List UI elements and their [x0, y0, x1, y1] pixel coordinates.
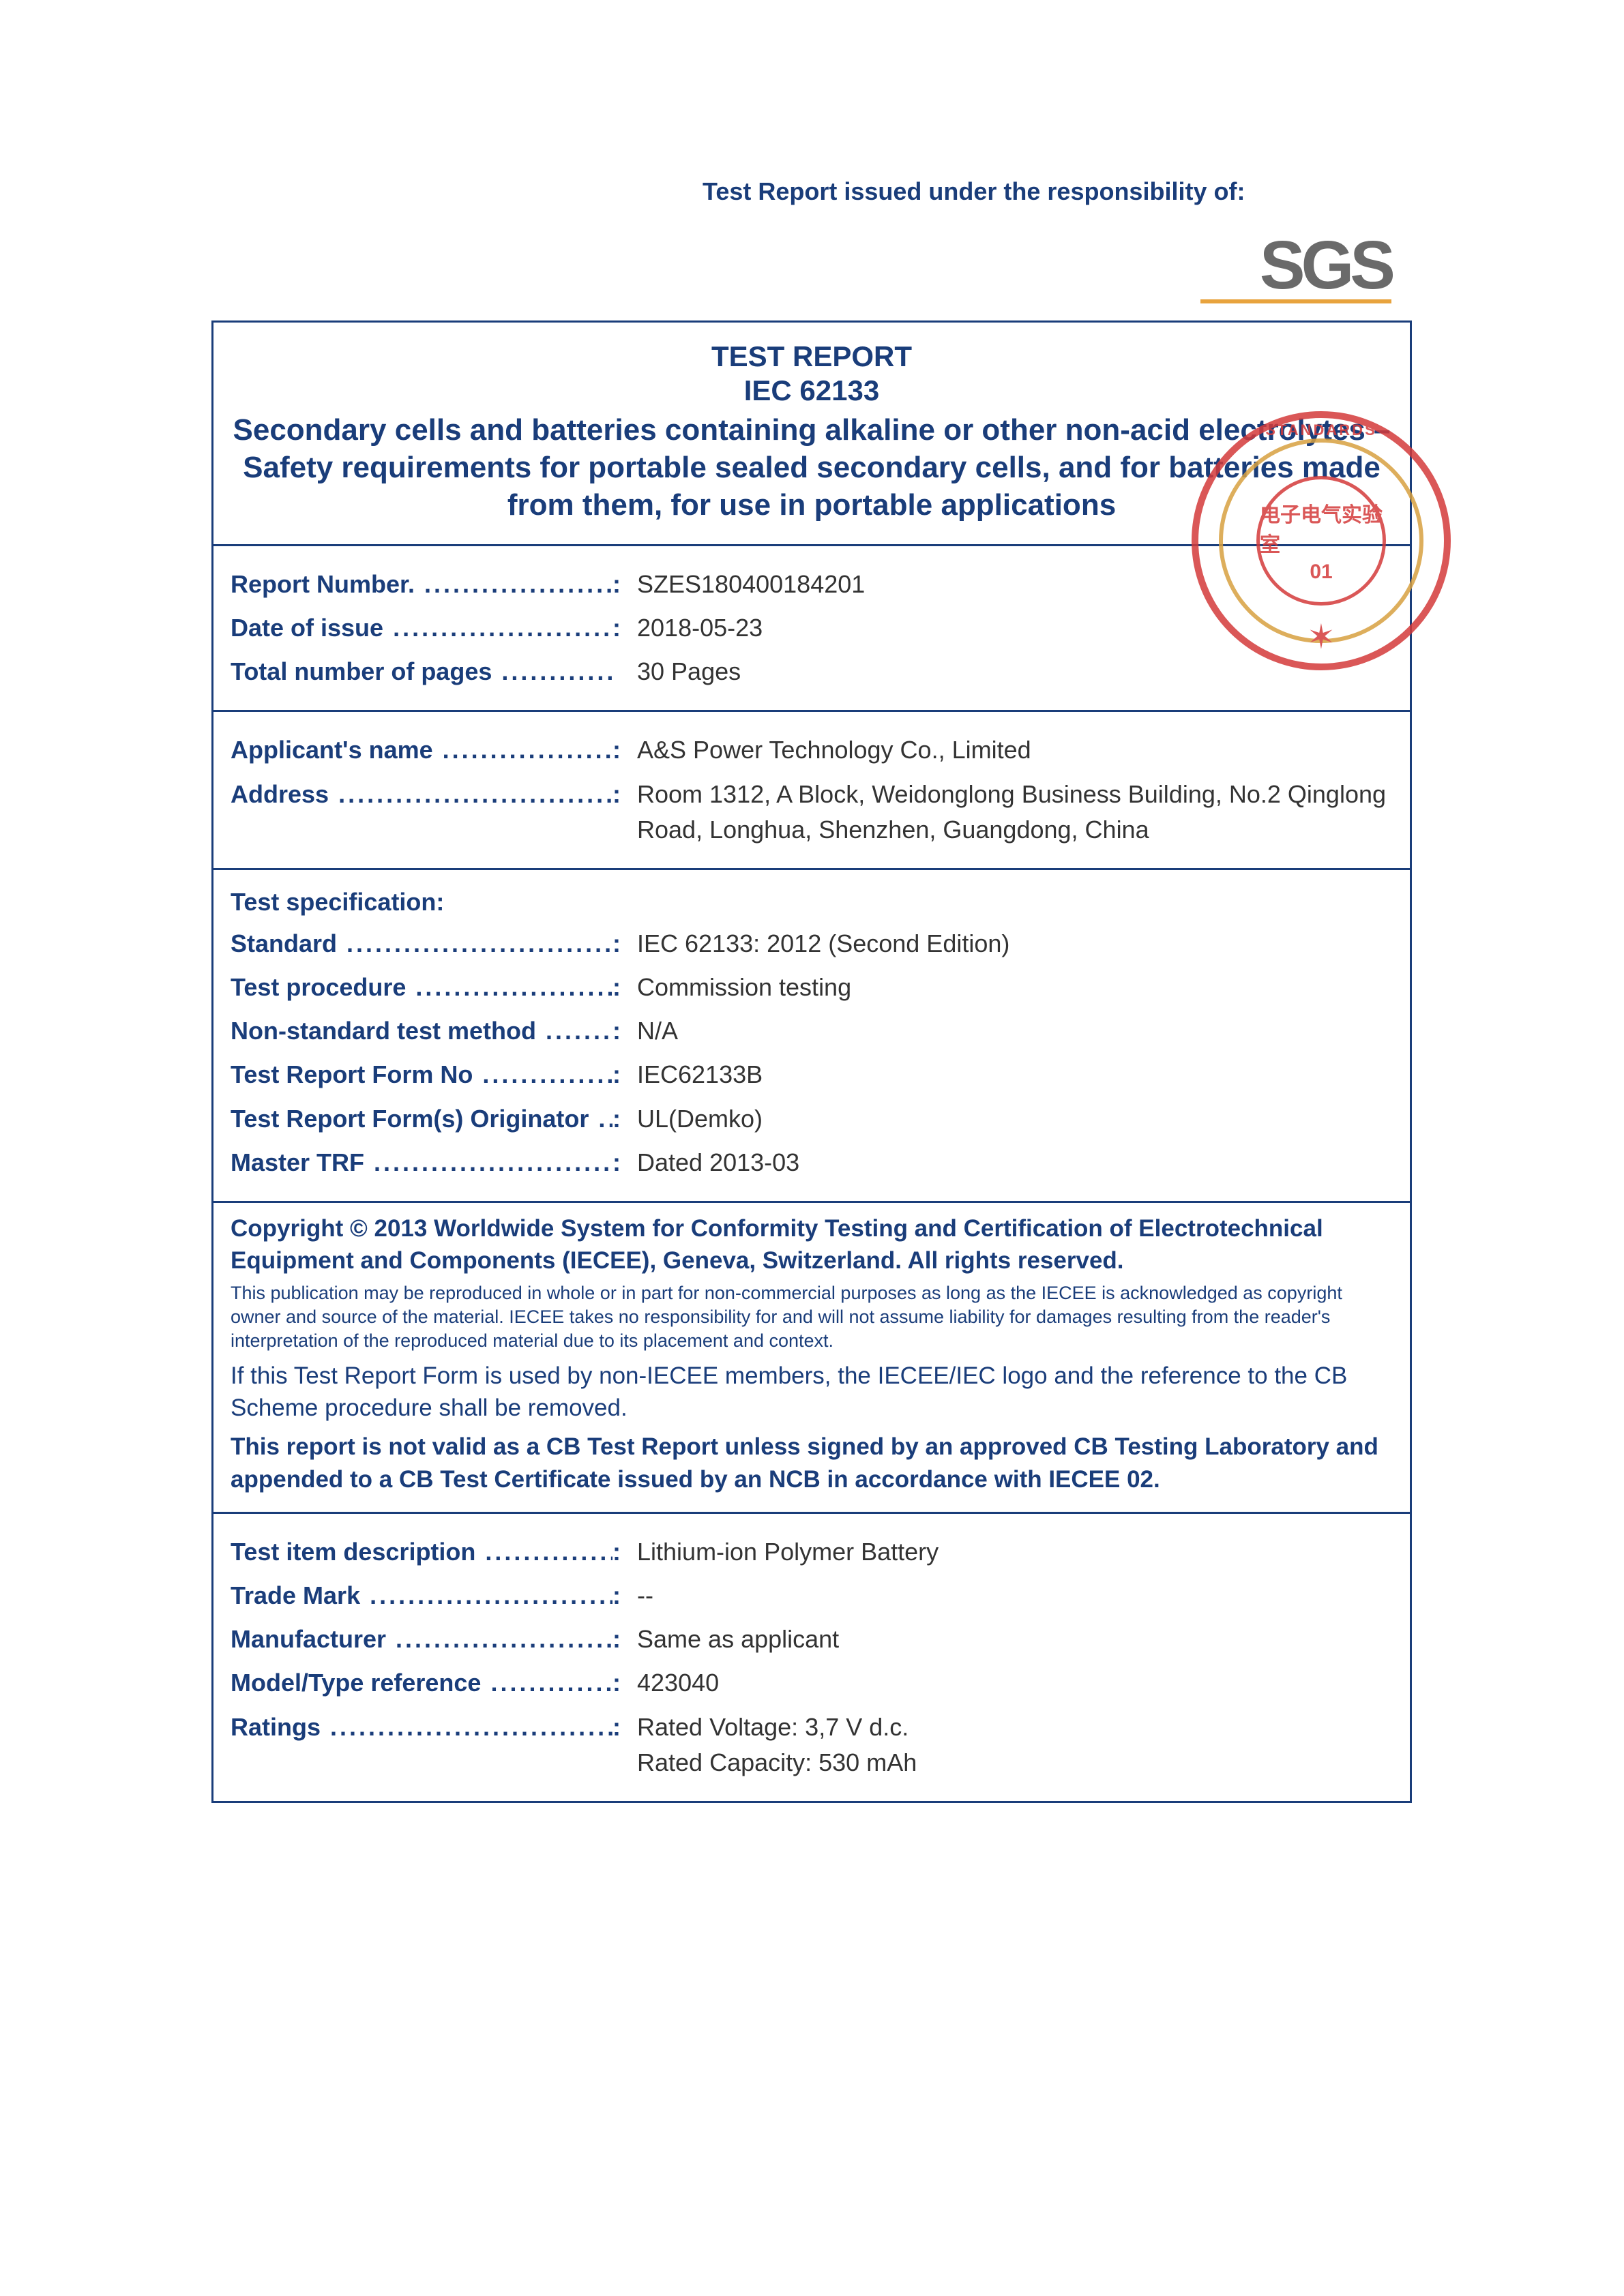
label-ratings: Ratings	[231, 1710, 612, 1745]
row-ratings: Ratings : Rated Voltage: 3,7 V d.c. Rate…	[231, 1710, 1393, 1780]
logo-text: SGS	[1200, 226, 1391, 305]
label-mfr: Manufacturer	[231, 1622, 612, 1657]
value-originator: UL(Demko)	[633, 1101, 1393, 1137]
label-date: Date of issue	[231, 610, 612, 646]
label-model: Model/Type reference	[231, 1665, 612, 1701]
row-originator: Test Report Form(s) Originator : UL(Demk…	[231, 1101, 1393, 1137]
label-trade: Trade Mark	[231, 1578, 612, 1613]
value-applicant-name: A&S Power Technology Co., Limited	[633, 732, 1393, 768]
row-nonstd: Non-standard test method : N/A	[231, 1013, 1393, 1049]
report-info-section: Report Number. : SZES180400184201 Date o…	[213, 546, 1410, 713]
label-pages: Total number of pages	[231, 654, 612, 689]
row-trade: Trade Mark : --	[231, 1578, 1393, 1613]
copyright-line2: This publication may be reproduced in wh…	[231, 1281, 1393, 1353]
row-address: Address : Room 1312, A Block, Weidonglon…	[231, 777, 1393, 848]
value-model: 423040	[633, 1665, 1393, 1701]
row-model: Model/Type reference : 423040	[231, 1665, 1393, 1701]
label-item-desc: Test item description	[231, 1534, 612, 1570]
value-form-no: IEC62133B	[633, 1057, 1393, 1092]
row-procedure: Test procedure : Commission testing	[231, 970, 1393, 1005]
row-report-number: Report Number. : SZES180400184201	[231, 567, 1393, 602]
label-procedure: Test procedure	[231, 970, 612, 1005]
title-section: TEST REPORT IEC 62133 Secondary cells an…	[213, 323, 1410, 546]
logo-container: SGS	[211, 226, 1412, 303]
value-ratings: Rated Voltage: 3,7 V d.c. Rated Capacity…	[633, 1710, 1393, 1780]
row-form-no: Test Report Form No : IEC62133B	[231, 1057, 1393, 1092]
ratings-voltage: Rated Voltage: 3,7 V d.c.	[637, 1710, 1393, 1745]
item-section: Test item description : Lithium-ion Poly…	[213, 1514, 1410, 1801]
ratings-capacity: Rated Capacity: 530 mAh	[637, 1745, 1393, 1780]
value-pages: 30 Pages	[633, 654, 1393, 689]
sgs-logo: SGS	[1200, 226, 1391, 303]
value-date: 2018-05-23	[633, 610, 1393, 646]
row-item-desc: Test item description : Lithium-ion Poly…	[231, 1534, 1393, 1570]
value-procedure: Commission testing	[633, 970, 1393, 1005]
value-trade: --	[633, 1578, 1393, 1613]
value-standard: IEC 62133: 2012 (Second Edition)	[633, 926, 1393, 961]
page-container: Test Report issued under the responsibil…	[211, 177, 1412, 1803]
report-description: Secondary cells and batteries containing…	[227, 411, 1396, 524]
value-report-number: SZES180400184201	[633, 567, 1393, 602]
spec-section: Test specification: Standard : IEC 62133…	[213, 870, 1410, 1203]
value-mfr: Same as applicant	[633, 1622, 1393, 1657]
row-mfr: Manufacturer : Same as applicant	[231, 1622, 1393, 1657]
label-originator: Test Report Form(s) Originator	[231, 1101, 612, 1137]
row-master: Master TRF : Dated 2013-03	[231, 1145, 1393, 1180]
copyright-line4: This report is not valid as a CB Test Re…	[231, 1431, 1393, 1495]
label-applicant-name: Applicant's name	[231, 732, 612, 768]
label-master: Master TRF	[231, 1145, 612, 1180]
value-master: Dated 2013-03	[633, 1145, 1393, 1180]
report-standard: IEC 62133	[227, 374, 1396, 408]
value-nonstd: N/A	[633, 1013, 1393, 1049]
report-box: STANDARDS 电子电气实验室 01 ✶ TEST REPORT IEC 6…	[211, 320, 1412, 1803]
applicant-section: Applicant's name : A&S Power Technology …	[213, 712, 1410, 870]
row-standard: Standard : IEC 62133: 2012 (Second Editi…	[231, 926, 1393, 961]
label-nonstd: Non-standard test method	[231, 1013, 612, 1049]
row-applicant-name: Applicant's name : A&S Power Technology …	[231, 732, 1393, 768]
label-standard: Standard	[231, 926, 612, 961]
row-pages: Total number of pages : 30 Pages	[231, 654, 1393, 689]
label-form-no: Test Report Form No	[231, 1057, 612, 1092]
report-title: TEST REPORT	[227, 340, 1396, 374]
responsibility-line: Test Report issued under the responsibil…	[703, 177, 1412, 206]
value-item-desc: Lithium-ion Polymer Battery	[633, 1534, 1393, 1570]
label-report-number: Report Number.	[231, 567, 612, 602]
label-address: Address	[231, 777, 612, 812]
copyright-section: Copyright © 2013 Worldwide System for Co…	[213, 1203, 1410, 1514]
row-date: Date of issue : 2018-05-23	[231, 610, 1393, 646]
copyright-line1: Copyright © 2013 Worldwide System for Co…	[231, 1212, 1393, 1277]
copyright-line3: If this Test Report Form is used by non-…	[231, 1360, 1393, 1425]
value-address: Room 1312, A Block, Weidonglong Business…	[633, 777, 1393, 848]
spec-header: Test specification:	[231, 888, 1393, 916]
